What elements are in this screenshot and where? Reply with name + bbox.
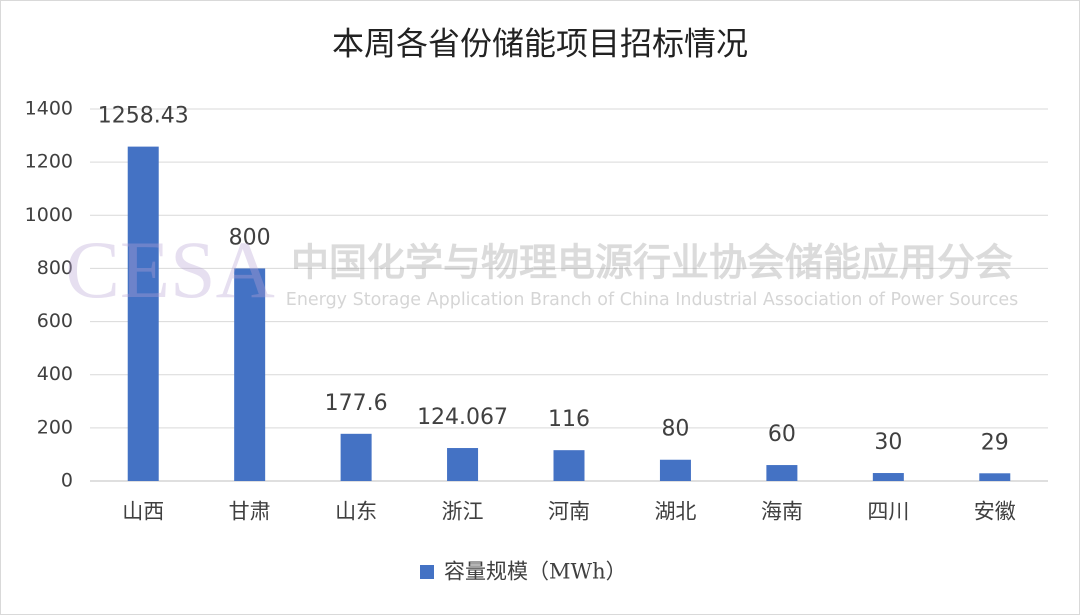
x-tick-label: 湖北 [654,500,696,524]
value-label: 30 [874,430,902,455]
y-tick-label: 400 [37,363,73,385]
x-tick-label: 山西 [122,500,164,524]
legend-swatch [420,565,434,579]
value-label: 124.067 [417,405,508,430]
x-tick-label: 安徽 [974,500,1016,524]
y-tick-label: 1400 [25,98,73,120]
bar [127,146,159,481]
value-label: 800 [229,225,271,250]
value-label: 177.6 [325,391,388,416]
value-label: 116 [548,407,590,432]
x-tick-label: 河南 [548,500,590,524]
bar [979,473,1011,481]
x-tick-label: 四川 [867,500,909,524]
y-tick-label: 600 [37,310,73,332]
bar [659,459,691,481]
watermark-cn: 中国化学与物理电源行业协会储能应用分会 [291,241,1013,285]
bar [234,268,266,481]
y-tick-label: 200 [37,416,73,438]
value-label: 80 [661,417,689,442]
bar [447,448,479,481]
watermark: CESA 中国化学与物理电源行业协会储能应用分会 Energy Storage … [65,224,1018,315]
watermark-logo: CESA [65,224,275,315]
bar [872,473,904,481]
bar [766,465,798,481]
value-label: 60 [768,422,796,447]
x-tick-label: 甘肃 [229,500,271,524]
x-tick-label: 海南 [761,500,803,524]
value-label: 1258.43 [98,104,189,129]
x-tick-label: 山东 [335,500,377,524]
y-tick-label: 800 [37,257,73,279]
y-tick-label: 1200 [25,151,73,173]
y-tick-label: 0 [61,470,73,492]
chart-title: 本周各省份储能项目招标情况 [332,25,748,63]
x-tick-label: 浙江 [442,500,484,524]
value-label: 29 [981,430,1009,455]
legend-label: 容量规模（MWh） [444,560,627,584]
y-tick-label: 1000 [25,204,73,226]
bar [553,450,585,481]
watermark-en: Energy Storage Application Branch of Chi… [286,290,1018,310]
bar [340,433,372,481]
